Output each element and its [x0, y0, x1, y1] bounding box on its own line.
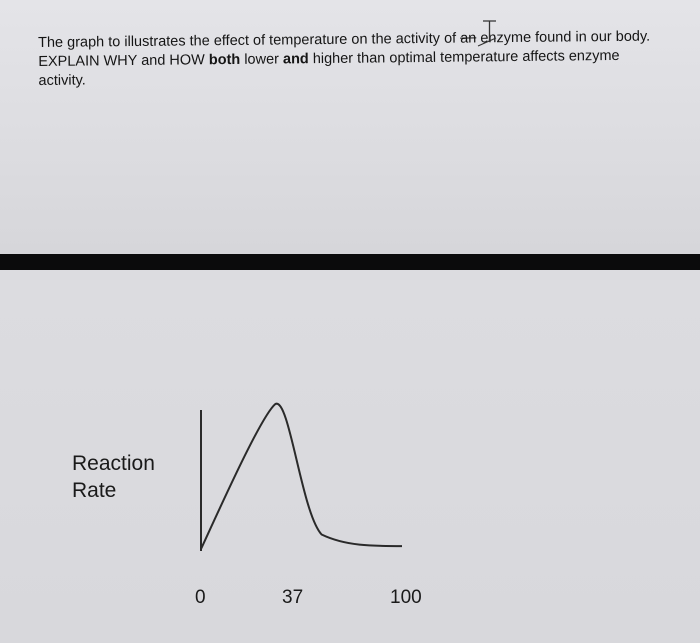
x-tick-37: 37 — [282, 587, 304, 608]
edit-mark — [483, 20, 496, 42]
reaction-rate-curve — [200, 402, 403, 550]
x-tick-0: 0 — [195, 587, 206, 608]
y-axis-label-line-1: Reaction — [72, 452, 155, 475]
question-panel: The graph to illustrates the effect of t… — [0, 0, 700, 254]
y-axis-label-line-2: Rate — [72, 479, 117, 502]
chart-panel — [0, 270, 700, 643]
x-tick-100: 100 — [390, 587, 422, 608]
divider-bar — [0, 254, 700, 270]
strike-mark — [477, 37, 497, 47]
